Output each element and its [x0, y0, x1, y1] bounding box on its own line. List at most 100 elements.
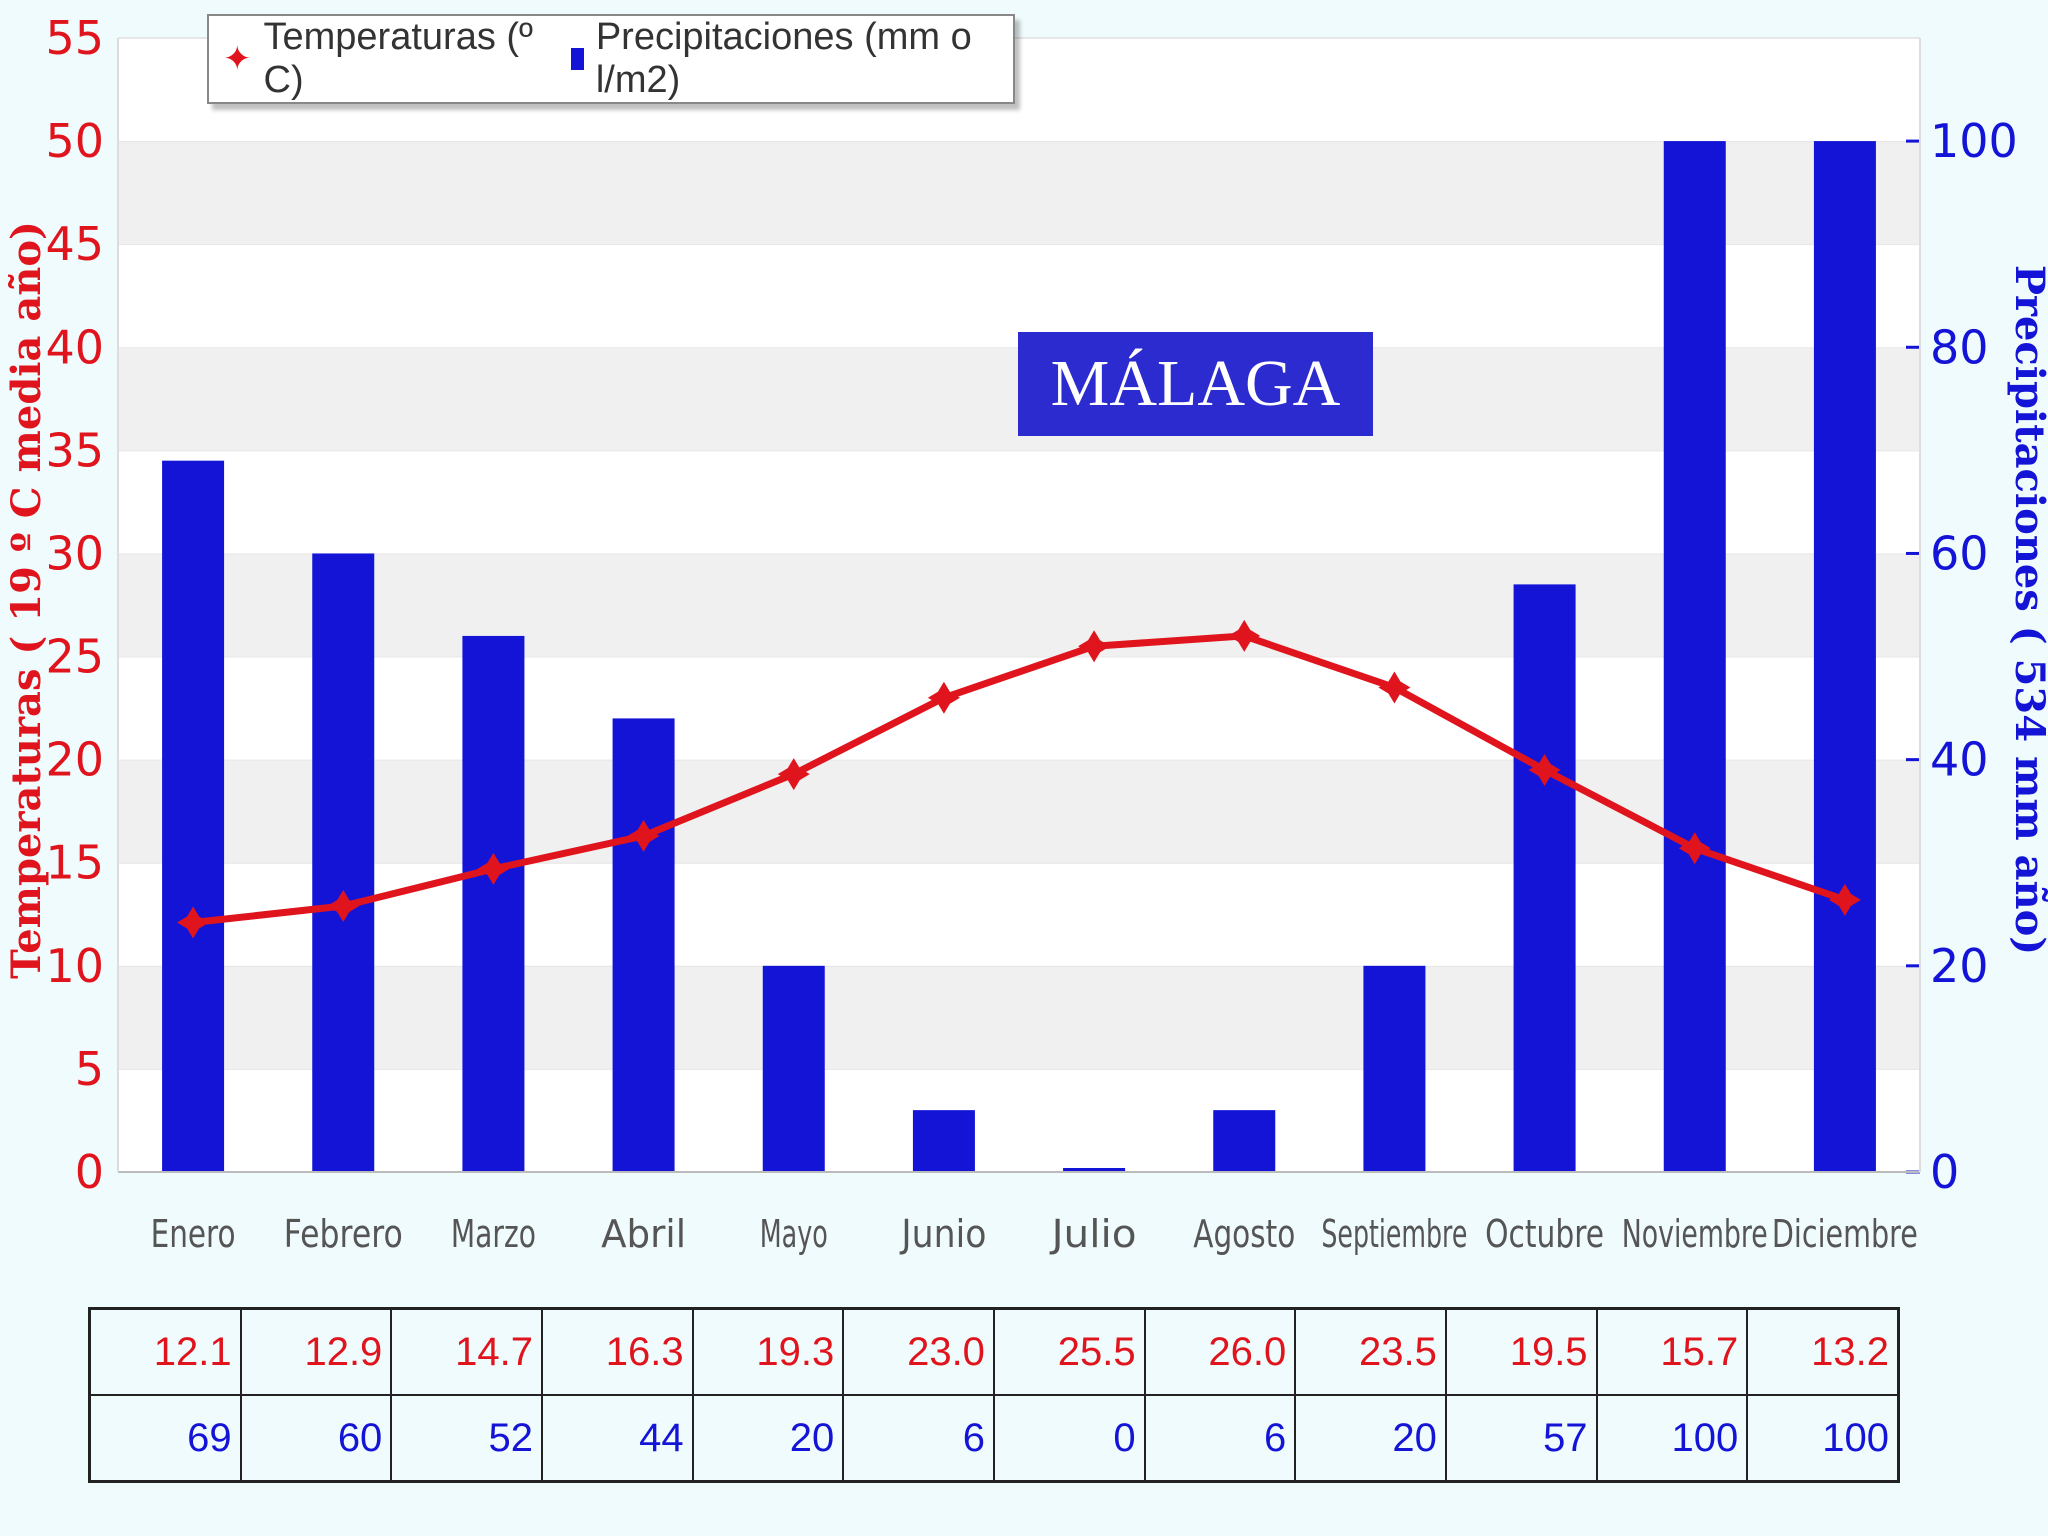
table-cell-precip: 57 [1444, 1394, 1598, 1483]
x-tick-label: Enero [151, 1212, 236, 1256]
y-tick-right: 60 [1930, 526, 1989, 580]
y-tick-left: 10 [45, 939, 104, 993]
y-tick-left: 15 [45, 836, 104, 890]
x-tick-label: Septiembre [1321, 1212, 1467, 1256]
x-tick-label: Marzo [451, 1212, 536, 1256]
climate-chart: 0 5 10 15 20 25 30 35 40 45 50 55 0 20 40 60 80 100 Enero… [3, 11, 2048, 1256]
y-tick-left: 5 [75, 1042, 104, 1096]
table-cell-temp: 19.5 [1444, 1307, 1598, 1396]
table-cell-temp: 15.7 [1595, 1307, 1749, 1396]
precip-bar [1813, 141, 1876, 1172]
chart-title: MÁLAGA [1018, 332, 1373, 436]
y-tick-left: 30 [45, 526, 104, 580]
y-tick-left: 0 [75, 1145, 104, 1199]
table-cell-precip: 60 [239, 1394, 393, 1483]
precip-bar [912, 1110, 975, 1172]
grid-band [118, 862, 1920, 966]
grid-band [118, 450, 1920, 554]
table-cell-temp: 12.1 [88, 1307, 242, 1396]
table-cell-precip: 69 [88, 1394, 242, 1483]
table-cell-precip: 52 [390, 1394, 543, 1483]
y-axis-right-title: Precipitaciones ( 534 mm año) [2006, 265, 2048, 955]
x-tick-label: Julio [1049, 1212, 1136, 1256]
table-cell-temp: 25.5 [992, 1307, 1146, 1396]
y-tick-left: 20 [45, 733, 104, 787]
temp-point [327, 890, 360, 923]
y-tick-right: 20 [1930, 939, 1989, 993]
y-tick-left: 25 [45, 630, 104, 684]
star-marker-icon: ✦ [223, 40, 252, 78]
x-tick-label: Junio [900, 1212, 987, 1256]
legend-item-precip: Precipitaciones (mm o l/m2) [571, 16, 1013, 102]
precip-bar [312, 553, 375, 1172]
x-tick-label: Noviembre [1622, 1212, 1768, 1256]
table-cell-temp: 16.3 [540, 1307, 694, 1396]
y-tick-left: 55 [45, 11, 104, 65]
grid-bands [118, 37, 1920, 1172]
temp-line [177, 619, 1861, 939]
table-cell-precip: 44 [540, 1394, 694, 1483]
table-cell-temp: 12.9 [239, 1307, 393, 1396]
table-cell-precip: 20 [1294, 1394, 1447, 1483]
data-table: 12.1 12.9 14.7 16.3 19.3 23.0 25.5 26.0 23.5 19.5… [88, 1307, 1900, 1483]
y-axis-left-title: Temperaturas ( 19 º C media año) [3, 221, 50, 979]
y-tick-right: 80 [1930, 320, 1989, 374]
square-marker-icon [571, 48, 584, 70]
temp-point [777, 758, 810, 791]
temp-point [1228, 619, 1261, 652]
table-cell-temp: 23.5 [1294, 1307, 1447, 1396]
table-cell-temp: 13.2 [1746, 1307, 1900, 1396]
precip-bar [1663, 141, 1726, 1172]
y-tick-left: 40 [45, 320, 104, 374]
y-tick-right: 100 [1930, 114, 2018, 168]
temp-point [477, 852, 510, 885]
table-cell-temp: 14.7 [390, 1307, 543, 1396]
table-cell-precip: 100 [1595, 1394, 1749, 1483]
x-tick-label: Abril [601, 1212, 686, 1256]
temp-point [1828, 883, 1861, 916]
temp-point [1378, 671, 1411, 704]
table-cell-precip: 6 [1143, 1394, 1297, 1483]
grid-band [118, 244, 1920, 348]
precip-bar [1213, 1110, 1276, 1172]
temp-point [627, 819, 660, 852]
axis-ticks: 0 5 10 15 20 25 30 35 40 45 50 55 0 20 40 60 80 100 [45, 11, 2017, 1199]
legend: ✦ Temperaturas (º C) Precipitaciones (mm… [207, 14, 1015, 104]
precip-bar [162, 460, 225, 1172]
y-tick-right: 0 [1930, 1145, 1959, 1199]
x-tick-label: Octubre [1485, 1212, 1604, 1256]
x-tick-label: Febrero [284, 1212, 403, 1256]
precip-bar [612, 718, 675, 1172]
precip-bar [462, 635, 525, 1172]
grid-band [118, 1068, 1920, 1172]
x-tick-label: Diciembre [1772, 1212, 1918, 1256]
grid-band [118, 553, 1920, 657]
temp-point [927, 681, 960, 714]
grid-band [118, 141, 1920, 245]
temp-point [1528, 753, 1561, 786]
table-cell-precip: 100 [1746, 1394, 1900, 1483]
table-cell-precip: 6 [842, 1394, 995, 1483]
y-tick-left: 50 [45, 114, 104, 168]
table-cell-temp: 23.0 [842, 1307, 995, 1396]
precip-bar [762, 965, 825, 1172]
x-tick-label: Mayo [760, 1212, 828, 1256]
legend-precip-label: Precipitaciones (mm o l/m2) [595, 16, 972, 101]
table-row-precipitation: 69 60 52 44 20 6 0 6 20 57 100 100 [88, 1394, 1900, 1483]
legend-temp-label: Temperaturas (º C) [263, 16, 533, 101]
precip-bars [162, 141, 1876, 1172]
table-cell-temp: 19.3 [691, 1307, 845, 1396]
table-cell-temp: 26.0 [1143, 1307, 1297, 1396]
precip-bar [1063, 1168, 1126, 1172]
temp-point [1678, 832, 1711, 865]
category-labels: Enero Febrero Marzo Abril Mayo Junio Julio Agos… [151, 1212, 1918, 1256]
temp-point [177, 906, 210, 939]
table-cell-precip: 20 [691, 1394, 845, 1483]
grid-band [118, 965, 1920, 1069]
temp-line-path [192, 632, 1847, 926]
grid-band [118, 759, 1920, 863]
y-tick-left: 35 [45, 423, 104, 477]
temp-point [1078, 630, 1111, 663]
x-tick-label: Agosto [1193, 1212, 1295, 1256]
precip-bar [1513, 584, 1576, 1172]
